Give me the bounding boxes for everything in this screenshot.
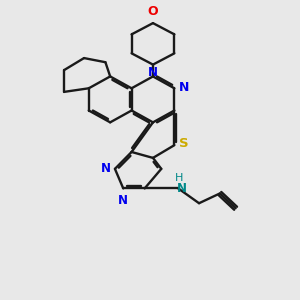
- Text: N: N: [118, 194, 128, 207]
- Text: N: N: [179, 81, 189, 94]
- Text: N: N: [148, 66, 158, 79]
- Text: N: N: [101, 162, 111, 175]
- Text: N: N: [177, 182, 187, 195]
- Text: O: O: [148, 5, 158, 18]
- Text: S: S: [179, 137, 188, 151]
- Text: H: H: [175, 173, 184, 183]
